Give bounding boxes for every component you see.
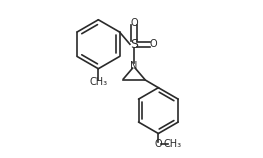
Text: O: O (130, 18, 138, 28)
Text: CH₃: CH₃ (89, 77, 107, 87)
Text: S: S (130, 38, 138, 51)
Text: CH₃: CH₃ (164, 139, 182, 149)
Text: O: O (155, 139, 162, 149)
Text: N: N (130, 61, 138, 71)
Text: O: O (149, 39, 157, 49)
